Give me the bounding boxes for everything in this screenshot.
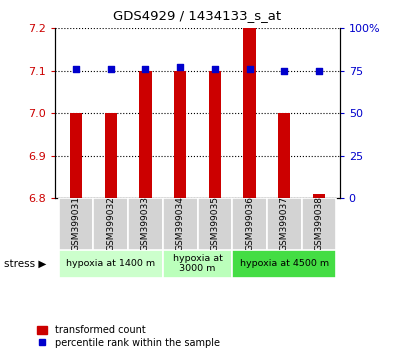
Text: GSM399031: GSM399031	[71, 196, 81, 251]
Point	[212, 66, 218, 72]
Bar	[70, 113, 82, 198]
Bar	[278, 113, 290, 198]
Bar	[128, 198, 163, 250]
Text: hypoxia at 1400 m: hypoxia at 1400 m	[66, 259, 155, 268]
Legend: transformed count, percentile rank within the sample: transformed count, percentile rank withi…	[36, 324, 221, 349]
Text: GSM399034: GSM399034	[176, 196, 184, 251]
Text: GSM399037: GSM399037	[280, 196, 289, 251]
Bar	[59, 198, 94, 250]
Bar	[105, 113, 117, 198]
Text: GSM399035: GSM399035	[211, 196, 219, 251]
Bar	[313, 194, 325, 198]
Text: stress ▶: stress ▶	[4, 259, 46, 269]
Bar	[301, 198, 336, 250]
Point	[281, 68, 288, 74]
Point	[177, 64, 183, 70]
Text: GSM399032: GSM399032	[106, 196, 115, 251]
Bar	[267, 198, 301, 250]
Bar	[163, 198, 198, 250]
Text: GSM399033: GSM399033	[141, 196, 150, 251]
Bar	[59, 250, 163, 278]
Point	[316, 68, 322, 74]
Point	[107, 66, 114, 72]
Bar	[232, 250, 336, 278]
Text: GDS4929 / 1434133_s_at: GDS4929 / 1434133_s_at	[113, 9, 282, 22]
Bar	[243, 28, 256, 198]
Bar	[163, 250, 232, 278]
Text: GSM399038: GSM399038	[314, 196, 324, 251]
Text: hypoxia at
3000 m: hypoxia at 3000 m	[173, 254, 222, 273]
Bar	[209, 71, 221, 198]
Point	[73, 66, 79, 72]
Text: hypoxia at 4500 m: hypoxia at 4500 m	[240, 259, 329, 268]
Bar	[174, 71, 186, 198]
Bar	[94, 198, 128, 250]
Text: GSM399036: GSM399036	[245, 196, 254, 251]
Point	[142, 66, 149, 72]
Bar	[139, 71, 152, 198]
Point	[246, 66, 253, 72]
Bar	[198, 198, 232, 250]
Bar	[232, 198, 267, 250]
